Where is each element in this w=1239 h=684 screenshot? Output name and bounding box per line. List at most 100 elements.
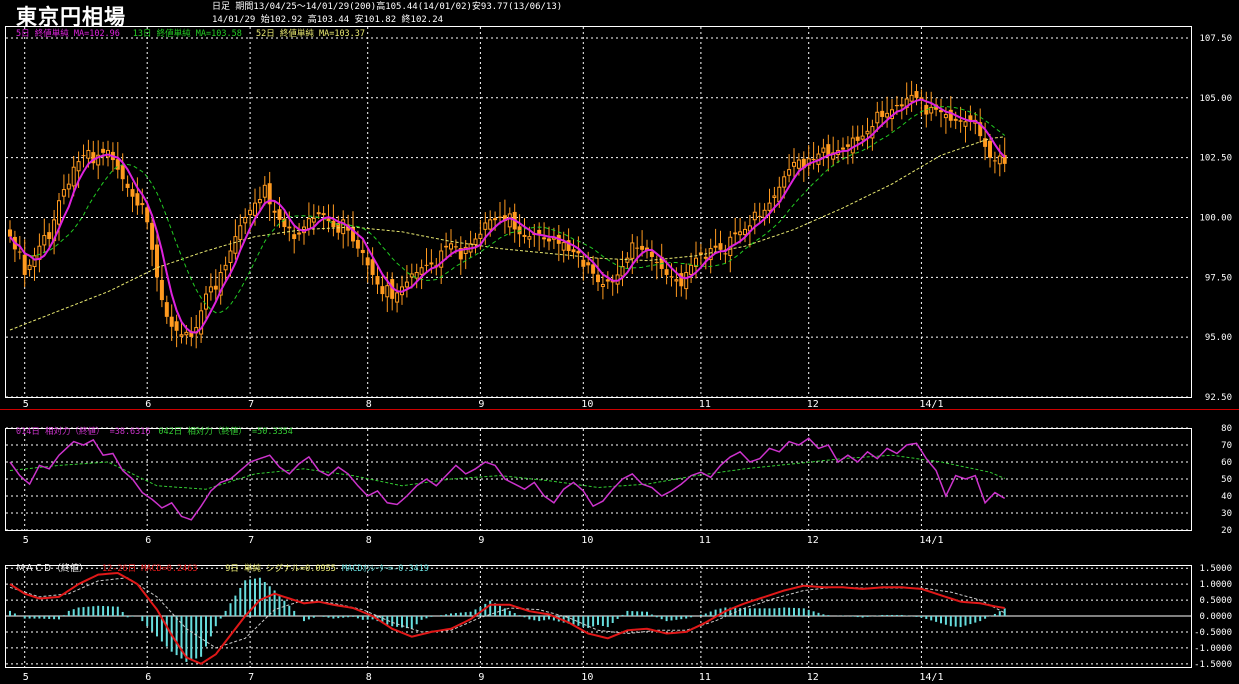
candle-body: [17, 251, 22, 253]
candle-body: [899, 104, 904, 107]
candle-body: [159, 280, 164, 301]
candle-body: [718, 243, 723, 250]
candle-body: [204, 293, 208, 310]
candle-body: [772, 195, 777, 199]
candle-body: [169, 316, 174, 327]
candle-body: [458, 247, 463, 260]
candle-body: [502, 215, 507, 222]
candle-body: [478, 233, 483, 239]
candle-body: [537, 229, 542, 235]
candle-body: [596, 274, 600, 283]
candle-body: [924, 104, 929, 115]
macd-xtick-label: 6: [145, 672, 151, 683]
candle-body: [630, 242, 635, 259]
candle-body: [101, 148, 106, 153]
candle-body: [767, 202, 772, 211]
candle-body: [189, 331, 194, 337]
price-ytick-label: 107.50: [1199, 34, 1232, 44]
macd-frame: [5, 565, 1192, 668]
candle-body: [282, 218, 287, 228]
candle-body: [684, 272, 689, 290]
candle-body: [71, 166, 76, 187]
candle-body: [179, 334, 184, 337]
candle-body: [958, 120, 963, 122]
candle-body: [640, 245, 645, 250]
rsi-ytick-label: 60: [1221, 458, 1232, 468]
macd-line: [9, 571, 1005, 665]
candle-body: [664, 269, 669, 275]
candle-body: [395, 292, 400, 303]
candle-body: [76, 161, 81, 172]
price-ytick-label: 97.50: [1205, 273, 1232, 283]
candle-body: [370, 259, 375, 275]
candles: [8, 80, 1007, 349]
candle-body: [223, 264, 228, 271]
candle-body: [375, 276, 380, 285]
rsi-xtick-label: 6: [145, 535, 151, 546]
candle-body: [174, 321, 179, 331]
candle-body: [963, 121, 968, 127]
candle-body: [733, 232, 738, 235]
candle-body: [81, 155, 86, 157]
candle-body: [228, 250, 233, 263]
candle-body: [752, 211, 757, 221]
candle-body: [708, 248, 713, 261]
candle-body: [355, 239, 360, 249]
rsi-ytick-label: 20: [1221, 526, 1232, 536]
candle-body: [689, 264, 694, 275]
candle-body: [914, 91, 919, 98]
candle-body: [581, 259, 586, 267]
candle-body: [831, 152, 836, 160]
candle-body: [331, 220, 336, 228]
rsi-xtick-label: 14/1: [919, 535, 943, 546]
candle-body: [390, 279, 395, 299]
candle-body: [576, 250, 581, 254]
macd-xtick-label: 7: [248, 672, 254, 683]
candle-body: [600, 284, 605, 287]
candle-body: [801, 158, 806, 169]
candle-body: [698, 252, 703, 255]
candle-body: [703, 256, 708, 259]
candle-body: [365, 257, 370, 266]
candle-body: [164, 302, 169, 317]
rsi-xtick-label: 9: [478, 535, 484, 546]
candle-body: [311, 217, 316, 223]
price-xtick-label: 9: [478, 399, 484, 410]
candle-body: [287, 226, 292, 229]
rsi-xtick-label: 10: [581, 535, 593, 546]
candle-body: [351, 226, 355, 242]
candle-body: [948, 109, 953, 121]
candle-body: [115, 159, 120, 170]
candle-body: [654, 261, 659, 263]
candle-body: [213, 285, 218, 290]
macd-xtick-label: 10: [581, 672, 593, 683]
candle-body: [997, 155, 1002, 165]
candle-body: [498, 216, 502, 218]
signal-line: [9, 577, 1005, 649]
price-legend-entry: 13日 終値単純 MA=103.58: [133, 28, 242, 39]
price-xtick-label: 7: [248, 399, 254, 410]
candle-body: [57, 200, 61, 225]
candle-body: [380, 286, 385, 295]
candle-body: [414, 272, 419, 279]
candle-body: [419, 267, 424, 275]
price-legend-entry: 5日 終値単純 MA=102.96: [16, 28, 120, 39]
macd-ytick-label: 1.5000: [1199, 564, 1232, 574]
rsi-xtick-label: 12: [807, 535, 819, 546]
candle-body: [625, 257, 630, 263]
price-xtick-label: 10: [581, 399, 593, 410]
candle-body: [140, 203, 145, 206]
candle-body: [429, 262, 434, 265]
candle-body: [738, 231, 743, 236]
macd-xtick-label: 9: [478, 672, 484, 683]
candle-body: [507, 213, 512, 228]
candle-body: [125, 183, 130, 188]
candle-body: [385, 285, 390, 298]
rsi-ytick-label: 80: [1221, 424, 1232, 434]
rsi-ytick-label: 30: [1221, 509, 1232, 519]
candle-body: [262, 184, 267, 198]
ma-52-line: [9, 136, 1005, 331]
ma-13-line: [9, 105, 1006, 314]
candle-body: [939, 109, 943, 113]
